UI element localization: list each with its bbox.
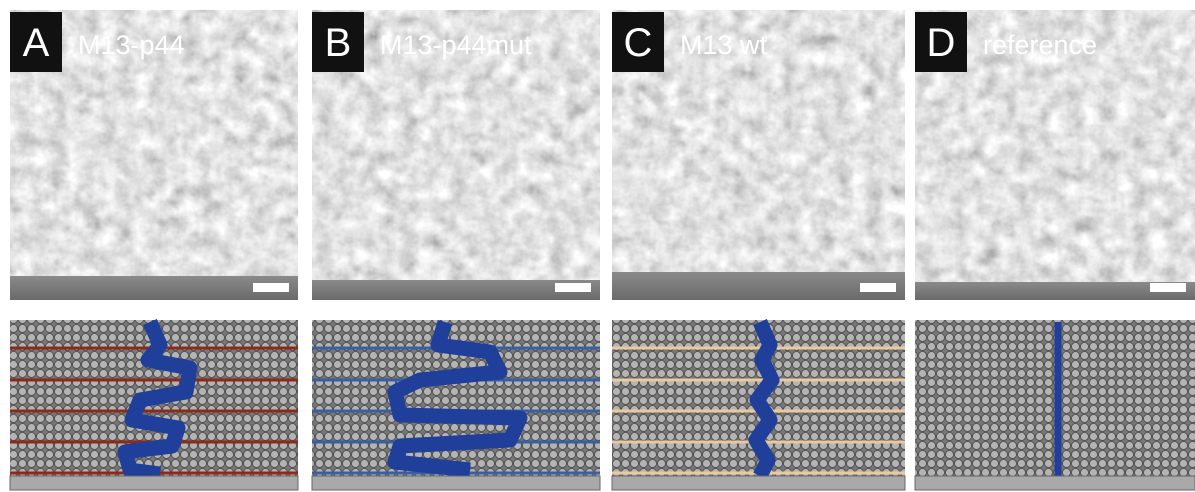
panel-letter: B bbox=[325, 21, 352, 65]
figure: A M13-p44 B M13-p44mut C M13 wt Dreference bbox=[0, 0, 1195, 492]
panel: C M13 wt bbox=[612, 10, 905, 490]
scale-bar bbox=[555, 283, 591, 292]
substrate bbox=[915, 476, 1195, 490]
scale-bar bbox=[1150, 283, 1186, 292]
panel: A M13-p44 bbox=[10, 10, 298, 490]
panel-letter: C bbox=[624, 21, 653, 65]
panel-letter: A bbox=[23, 21, 50, 65]
panel-label: M13-p44mut bbox=[380, 30, 532, 60]
panel-letter: D bbox=[927, 21, 956, 65]
panel-label: M13 wt bbox=[680, 30, 768, 60]
substrate bbox=[10, 476, 298, 490]
scale-bar bbox=[253, 283, 289, 292]
substrate bbox=[612, 476, 905, 490]
substrate bbox=[312, 476, 600, 490]
panel-label: M13-p44 bbox=[78, 30, 185, 60]
panel-label: reference bbox=[983, 30, 1097, 60]
panel: B M13-p44mut bbox=[312, 10, 600, 490]
scale-bar bbox=[860, 283, 896, 292]
